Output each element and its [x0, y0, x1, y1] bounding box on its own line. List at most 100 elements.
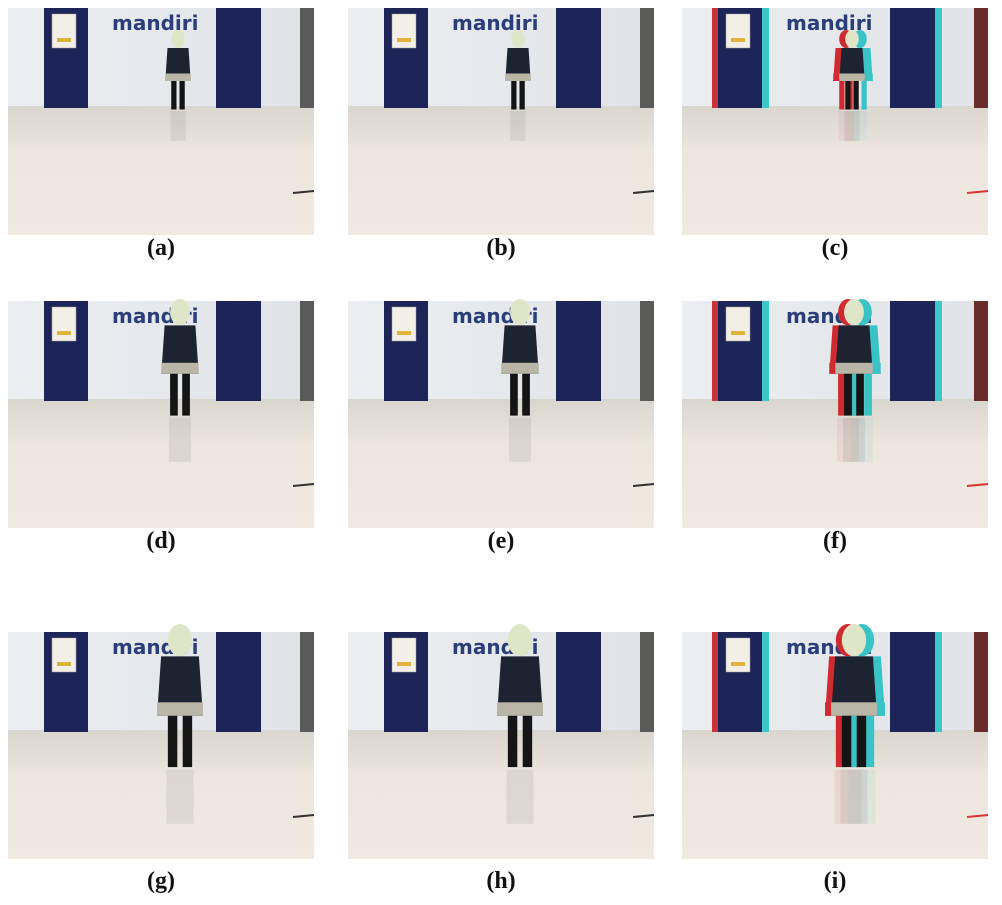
person-pattern [497, 702, 543, 716]
pillar-cyan [934, 632, 942, 732]
panel-label: (a) [147, 235, 175, 261]
pillar [556, 632, 601, 732]
person-reflection [171, 111, 186, 141]
poster-accent [57, 331, 71, 335]
person-leg [854, 81, 859, 110]
person-reflection [507, 770, 534, 824]
person-head [844, 299, 864, 325]
person-head [168, 624, 192, 656]
person-reflection [511, 111, 526, 141]
poster [392, 307, 416, 341]
person-leg [511, 81, 516, 110]
pillar [890, 8, 935, 108]
person-leg [857, 716, 866, 767]
door-edge [300, 632, 314, 732]
poster [52, 638, 76, 672]
person-leg [844, 374, 852, 416]
panel-label: (f) [823, 528, 847, 554]
person-leg [839, 81, 844, 110]
person-head [510, 299, 530, 325]
person-leg [862, 81, 867, 110]
pillar-cyan [934, 301, 942, 401]
sign-text: mandiri [452, 11, 538, 35]
floor [682, 106, 988, 235]
pillar [216, 301, 261, 401]
person-reflection [167, 770, 194, 824]
photo-panel: mandiri(d) [8, 299, 314, 554]
sign-text: mandiri [112, 11, 198, 35]
person-pattern [157, 702, 203, 716]
poster [726, 14, 750, 48]
person-leg [522, 374, 530, 416]
photo-panel: mandiri(g) [8, 624, 314, 894]
poster-accent [731, 662, 745, 666]
pillar [556, 8, 601, 108]
photo-panel: mandiri(e) [348, 299, 654, 554]
pillar [216, 632, 261, 732]
person-pattern [501, 363, 538, 374]
poster-accent [397, 662, 411, 666]
floor [8, 106, 314, 235]
floor [8, 399, 314, 528]
floor [348, 106, 654, 235]
panel-label: (b) [486, 235, 515, 261]
person-leg [182, 374, 190, 416]
poster-accent [57, 662, 71, 666]
photo-panel: mandiri(f) [682, 299, 988, 554]
person-leg [170, 374, 178, 416]
person-reflection [843, 418, 865, 462]
poster-accent [57, 38, 71, 42]
door-edge [640, 632, 654, 732]
panel-label: (e) [488, 528, 515, 554]
person-head [171, 30, 185, 48]
poster-accent [397, 331, 411, 335]
pillar [890, 632, 935, 732]
pillar [556, 301, 601, 401]
panel-label: (h) [486, 868, 515, 894]
person-head [170, 299, 190, 325]
person-leg [510, 374, 518, 416]
panel-label: (c) [822, 235, 849, 261]
poster [726, 638, 750, 672]
pillar [890, 301, 935, 401]
door-edge [974, 632, 988, 732]
person-pattern [839, 74, 865, 82]
poster-accent [731, 38, 745, 42]
person-leg [180, 81, 185, 110]
person-pattern [165, 74, 191, 82]
person-reflection [845, 111, 860, 141]
person-head [845, 30, 859, 48]
person-reflection [509, 418, 531, 462]
poster-accent [397, 38, 411, 42]
person-reflection [841, 770, 868, 824]
person-leg [523, 716, 532, 767]
person-pattern [835, 363, 872, 374]
figure: mandiri (a) mandiri (b) mandiri(c) mandiri(d)… [0, 0, 1002, 905]
person-head [508, 624, 532, 656]
person-pattern [161, 363, 198, 374]
floor [8, 730, 314, 859]
pillar [216, 8, 261, 108]
panel-label: (i) [824, 868, 847, 894]
floor [348, 399, 654, 528]
floor [348, 730, 654, 859]
person-head [842, 624, 866, 656]
poster [392, 638, 416, 672]
person-leg [168, 716, 177, 767]
door-edge [974, 8, 988, 108]
person-leg [520, 81, 525, 110]
person-leg [845, 81, 850, 110]
pillar-cyan [761, 632, 769, 732]
person-leg [842, 716, 851, 767]
photo-panel: mandiri(c) [682, 8, 988, 261]
panel-label: (g) [147, 868, 175, 894]
person-leg [183, 716, 192, 767]
poster [52, 14, 76, 48]
pillar-cyan [761, 301, 769, 401]
door-edge [640, 8, 654, 108]
person-leg [864, 374, 872, 416]
pillar-cyan [761, 8, 769, 108]
poster-accent [731, 331, 745, 335]
door-edge [974, 301, 988, 401]
pillar-cyan [934, 8, 942, 108]
